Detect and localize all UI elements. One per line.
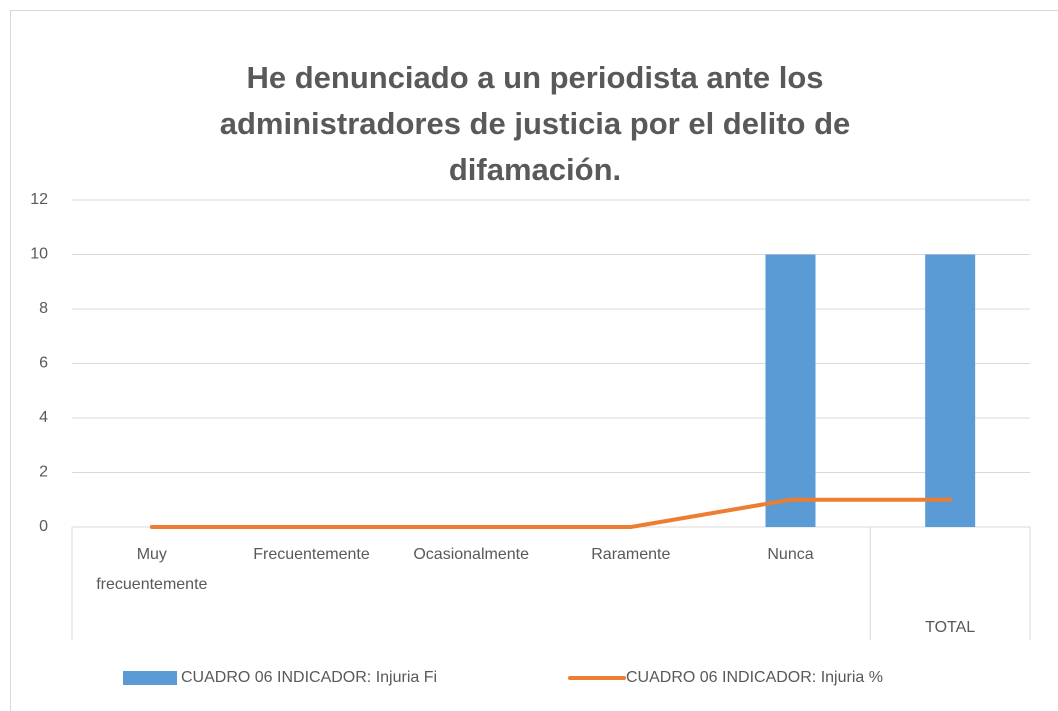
x-tick-label: Frecuentemente — [253, 546, 370, 563]
x-tick-label: Raramente — [591, 546, 671, 563]
x-tick-label: Muy frecuentemente — [96, 546, 208, 593]
bar — [765, 254, 816, 527]
legend-swatch — [123, 671, 177, 685]
y-tick-label: 10 — [30, 246, 48, 263]
legend-label: CUADRO 06 INDICADOR: Injuria Fi — [181, 669, 437, 686]
y-tick-label: 8 — [39, 300, 48, 317]
y-tick-label: 2 — [39, 464, 48, 481]
y-tick-label: 0 — [39, 518, 48, 535]
y-tick-label: 6 — [39, 355, 48, 372]
y-tick-label: 4 — [39, 409, 48, 426]
x-tick-label: TOTAL — [925, 619, 976, 636]
legend-label: CUADRO 06 INDICADOR: Injuria % — [626, 669, 883, 686]
chart-border — [10, 10, 1058, 711]
bar — [925, 254, 976, 527]
y-tick-label: 12 — [30, 191, 48, 208]
x-tick-label: Nunca — [767, 546, 814, 563]
chart-title: He denunciado a un periodista ante los a… — [219, 60, 851, 187]
x-tick-label: Ocasionalmente — [413, 546, 529, 563]
line — [149, 497, 953, 529]
